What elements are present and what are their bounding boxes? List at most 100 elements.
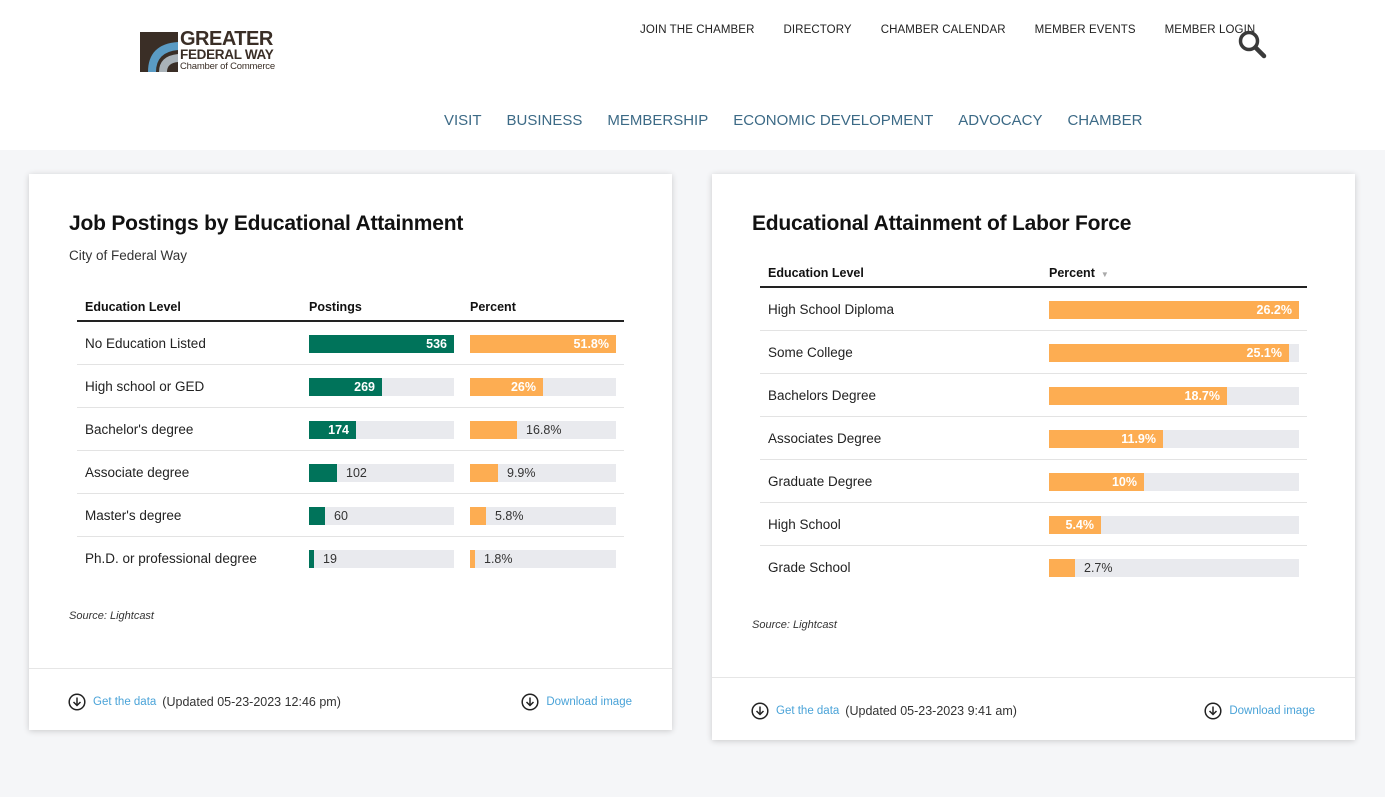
bar-track: 2.7% [1049,559,1299,577]
bar-track: 26% [470,378,616,396]
nav-chamber[interactable]: CHAMBER [1067,112,1143,129]
download-image-link[interactable]: Download image [546,696,632,708]
nav-chamber-calendar[interactable]: CHAMBER CALENDAR [880,24,1006,36]
bar-fill [470,421,517,439]
logo-line-2: FEDERAL WAY [180,47,274,62]
bar-fill [1049,473,1144,491]
card-title: Educational Attainment of Labor Force [752,212,1132,235]
bar-fill [470,464,498,482]
bar-value-label: 2.7% [1084,561,1113,575]
bar-track: 174 [309,421,454,439]
bar-track: 51.8% [470,335,616,353]
bar-fill [1049,344,1289,362]
table-row: Bachelors Degree 18.7% [760,374,1307,417]
bar-fill [1049,559,1075,577]
updated-timestamp: (Updated 05-23-2023 12:46 pm) [162,695,341,709]
table-row: Associates Degree 11.9% [760,417,1307,460]
education-level-label: Associates Degree [768,431,882,446]
table-row: Bachelor's degree 174 16.8% [77,408,624,451]
get-the-data-link[interactable]: Get the data [776,705,840,717]
job-postings-card: Job Postings by Educational Attainment C… [29,174,672,730]
nav-visit[interactable]: VISIT [444,112,482,129]
nav-advocacy[interactable]: ADVOCACY [958,112,1043,129]
get-data-group: Get the data (Updated 05-23-2023 9:41 am… [751,702,1017,720]
labor-force-table: Education Level Percent ▼ High School Dip… [760,252,1307,589]
bar-value-label: 25.1% [1246,346,1282,360]
bar-track: 5.8% [470,507,616,525]
bar-fill [309,550,314,568]
nav-join-the-chamber[interactable]: JOIN THE CHAMBER [640,24,755,36]
card-footer: Get the data (Updated 05-23-2023 12:46 p… [29,668,672,730]
get-the-data-link[interactable]: Get the data [93,696,157,708]
bar-value-label: 11.9% [1121,432,1156,446]
table-header: Education Level Postings Percent [77,286,624,322]
utility-nav: JOIN THE CHAMBER DIRECTORY CHAMBER CALEN… [640,24,1284,36]
bar-value-label: 174 [328,423,349,437]
table-body: High School Diploma 26.2% Some College 25.1… [760,288,1307,589]
bar-value-label: 5.8% [495,509,524,523]
bar-track: 269 [309,378,454,396]
nav-business[interactable]: BUSINESS [506,112,583,129]
column-header-education-level[interactable]: Education Level [768,266,864,280]
nav-directory[interactable]: DIRECTORY [783,24,852,36]
nav-member-events[interactable]: MEMBER EVENTS [1034,24,1136,36]
main-nav: VISIT BUSINESS MEMBERSHIP ECONOMIC DEVEL… [444,112,1167,129]
bar-track: 19 [309,550,454,568]
education-level-label: Grade School [768,560,851,575]
bar-value-label: 19 [323,552,337,566]
column-header-percent[interactable]: Percent ▼ [1049,266,1109,280]
download-icon[interactable] [1204,702,1222,720]
bar-fill [309,507,325,525]
get-data-group: Get the data (Updated 05-23-2023 12:46 p… [68,693,341,711]
bar-track: 10% [1049,473,1299,491]
download-icon[interactable] [68,693,86,711]
bar-value-label: 5.4% [1065,518,1095,532]
nav-member-login[interactable]: MEMBER LOGIN [1164,24,1256,36]
logo-line-3: Chamber of Commerce [180,61,275,72]
bar-fill [470,335,616,353]
table-row: High School Diploma 26.2% [760,288,1307,331]
chamber-logo[interactable]: GREATER FEDERAL WAY Chamber of Commerce [140,28,280,74]
bar-value-label: 536 [426,337,447,351]
bar-track: 60 [309,507,454,525]
table-header: Education Level Percent ▼ [760,252,1307,288]
table-row: High school or GED 269 26% [77,365,624,408]
bar-value-label: 51.8% [573,337,609,351]
logo-mark-icon [140,32,178,72]
card-title: Job Postings by Educational Attainment [69,212,464,235]
education-level-label: Master's degree [85,508,182,523]
bar-fill [309,335,454,353]
download-icon[interactable] [751,702,769,720]
education-level-label: Ph.D. or professional degree [85,551,257,566]
job-postings-table: Education Level Postings Percent No Educ… [77,286,624,580]
bar-fill [309,464,337,482]
education-level-label: Bachelor's degree [85,422,194,437]
bar-value-label: 26.2% [1256,303,1292,317]
table-row: High School 5.4% [760,503,1307,546]
education-level-label: Graduate Degree [768,474,873,489]
bar-track: 1.8% [470,550,616,568]
table-row: Graduate Degree 10% [760,460,1307,503]
education-level-label: Bachelors Degree [768,388,877,403]
bar-value-label: 26% [510,380,536,394]
bar-value-label: 269 [354,380,375,394]
search-icon[interactable] [1237,29,1267,59]
bar-track: 26.2% [1049,301,1299,319]
column-header-percent-label: Percent [1049,266,1095,280]
table-row: Some College 25.1% [760,331,1307,374]
bar-value-label: 1.8% [484,552,513,566]
bar-fill [309,378,382,396]
education-level-label: High School [768,517,841,532]
bar-track: 25.1% [1049,344,1299,362]
bar-fill [470,378,543,396]
updated-timestamp: (Updated 05-23-2023 9:41 am) [845,704,1017,718]
nav-economic-development[interactable]: ECONOMIC DEVELOPMENT [733,112,934,129]
bar-track: 102 [309,464,454,482]
bar-fill [470,550,475,568]
table-row: No Education Listed 536 51.8% [77,322,624,365]
education-level-label: High School Diploma [768,302,895,317]
nav-membership[interactable]: MEMBERSHIP [607,112,709,129]
download-icon[interactable] [521,693,539,711]
logo-line-1: GREATER [180,28,273,50]
download-image-link[interactable]: Download image [1229,705,1315,717]
